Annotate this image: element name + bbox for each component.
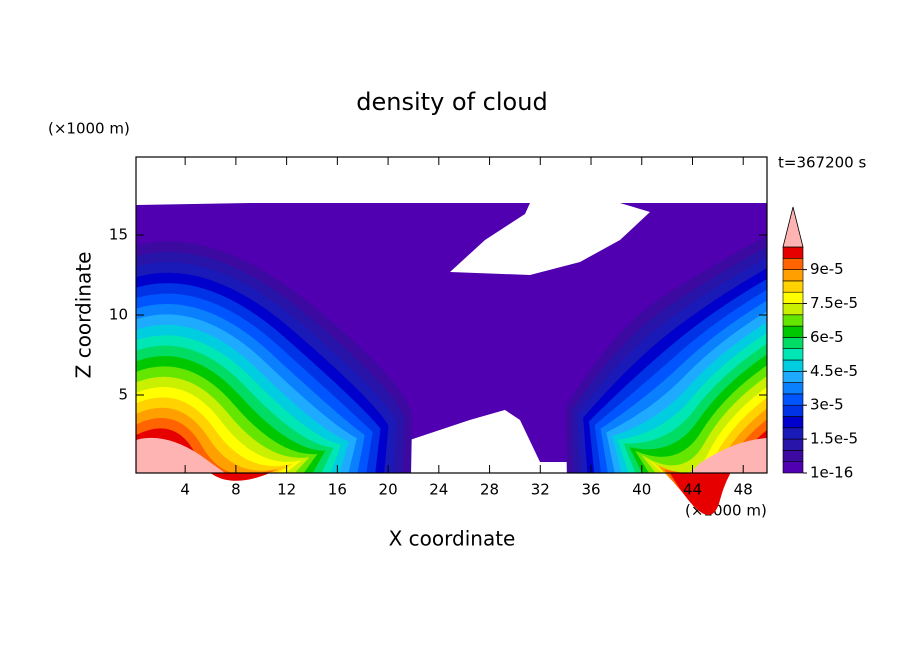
contour-hole (410, 410, 540, 473)
colorbar-over (782, 206, 804, 248)
colorbar-tick-label: 1e-16 (810, 464, 853, 482)
colorbar-band (782, 303, 804, 316)
x-tick-label: 12 (277, 481, 296, 499)
colorbar-band (782, 382, 804, 395)
x-tick-label: 20 (379, 481, 398, 499)
y-axis-label: Z coordinate (72, 252, 96, 379)
y-unit-label: (×1000 m) (48, 120, 130, 138)
colorbar-band (782, 291, 804, 304)
contour-over (136, 437, 225, 473)
y-tick-label: 15 (109, 226, 128, 244)
colorbar-tick-label: 6e-5 (810, 328, 844, 346)
colorbar-band (782, 370, 804, 383)
x-axis-label: X coordinate (389, 527, 516, 551)
x-tick-label: 48 (734, 481, 753, 499)
x-tick-label: 4 (180, 481, 190, 499)
colorbar-tick-label: 9e-5 (810, 260, 844, 278)
contour-fill (670, 430, 767, 515)
colorbar-tick-label: 4.5e-5 (810, 362, 858, 380)
colorbar-band (782, 438, 804, 451)
x-tick-label: 16 (328, 481, 347, 499)
colorbar-band (782, 337, 804, 349)
colorbar-tick-label: 3e-5 (810, 396, 844, 414)
colorbar-band (782, 450, 804, 462)
x-tick-label: 32 (531, 481, 550, 499)
x-tick-label: 8 (231, 481, 241, 499)
colorbar-tick-label: 7.5e-5 (810, 294, 858, 312)
time-label: t=367200 s (778, 154, 866, 172)
colorbar-band (782, 246, 804, 259)
colorbar-band (782, 314, 804, 327)
colorbar-band (782, 269, 804, 282)
colorbar-band (782, 348, 804, 361)
colorbar-band (782, 257, 804, 270)
colorbar-band (782, 404, 804, 417)
colorbar-band (782, 393, 804, 406)
x-tick-label: 40 (632, 481, 651, 499)
x-tick-label: 28 (480, 481, 499, 499)
x-tick-label: 44 (683, 481, 702, 499)
colorbar-tick-label: 1.5e-5 (810, 430, 858, 448)
y-tick-label: 10 (109, 306, 128, 324)
colorbar-band (782, 325, 804, 338)
y-tick-label: 5 (118, 386, 128, 404)
colorbar-band (782, 280, 804, 293)
x-tick-label: 36 (581, 481, 600, 499)
chart-title: density of cloud (356, 88, 547, 116)
colorbar-band (782, 461, 804, 474)
colorbar-band (782, 359, 804, 372)
plot-area (136, 203, 767, 515)
colorbar-band (782, 427, 804, 440)
x-tick-label: 24 (429, 481, 448, 499)
colorbar-band (782, 416, 804, 429)
contour-over (690, 438, 767, 473)
